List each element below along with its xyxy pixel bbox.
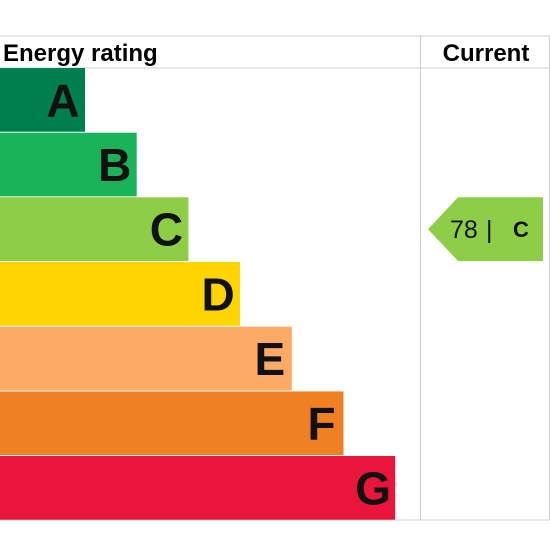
- band-letter-f: F: [307, 398, 335, 450]
- current-rating-separator: |: [486, 216, 493, 244]
- band-bar-a: [0, 68, 85, 132]
- header-energy-rating: Energy rating: [3, 40, 158, 67]
- band-bar-e: [0, 326, 292, 391]
- header-current: Current: [443, 40, 530, 67]
- band-bar-c: [0, 197, 189, 261]
- band-letter-g: G: [355, 462, 391, 514]
- current-rating-letter: C: [513, 217, 529, 242]
- band-bar-f: [0, 391, 344, 456]
- band-letter-b: B: [98, 139, 131, 191]
- current-rating-indicator: 78 | C: [428, 197, 543, 261]
- band-bar-d: [0, 262, 241, 326]
- band-bar-g: [0, 456, 396, 520]
- band-letter-d: D: [201, 268, 234, 320]
- band-bar-b: [0, 132, 137, 197]
- current-rating-value: 78: [450, 216, 478, 244]
- band-letter-c: C: [150, 204, 183, 256]
- band-letter-a: A: [46, 74, 79, 126]
- band-letter-e: E: [254, 333, 285, 385]
- current-rating-arrow: [428, 197, 543, 261]
